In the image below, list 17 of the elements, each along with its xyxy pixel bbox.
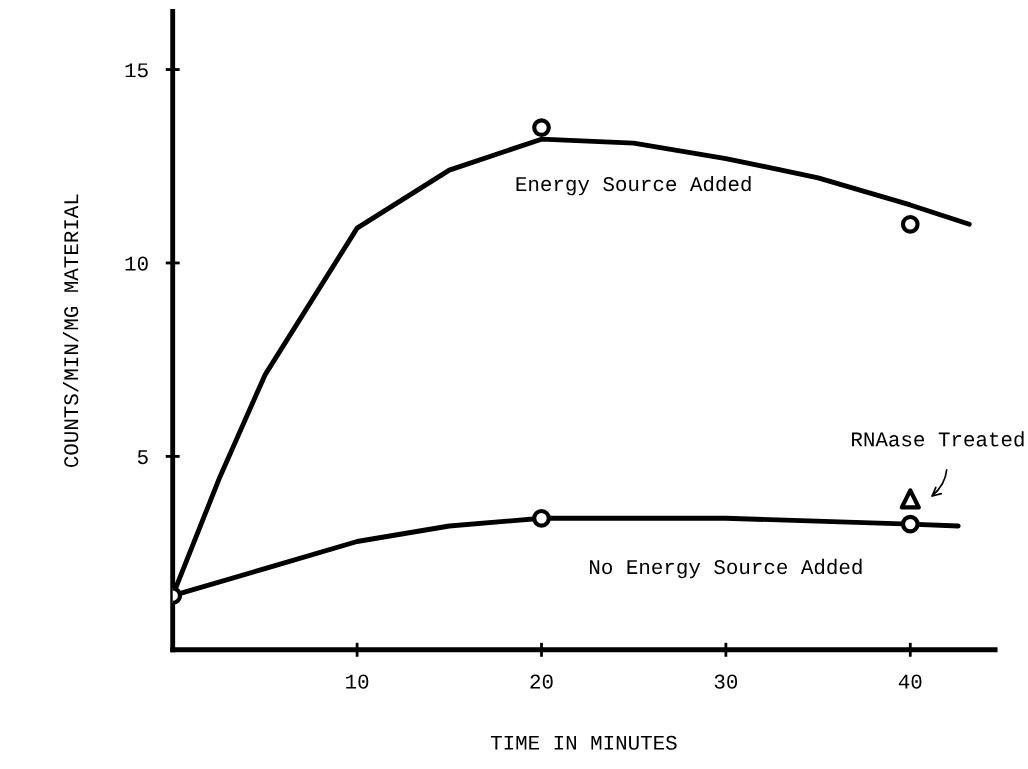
point [900, 214, 920, 234]
series-label: Energy Source Added [516, 175, 751, 196]
x-axis-title: TIME IN MINUTES [490, 735, 677, 750]
y-tick-label: 15 [125, 63, 148, 78]
point [900, 514, 920, 534]
point [899, 488, 921, 510]
x-tick-label: 20 [530, 674, 553, 689]
point [532, 118, 551, 137]
y-tick-label: 5 [137, 450, 148, 465]
x-tick-label: 30 [714, 674, 738, 689]
annotation: RNAase Treated [852, 431, 1024, 447]
series-label: No Energy Source Added [590, 558, 862, 579]
y-axis-title: COUNTS/MIN/MG MATERIAL [63, 194, 79, 468]
point [532, 508, 551, 528]
y-tick-label: 10 [125, 256, 148, 271]
x-tick-label: 10 [346, 674, 369, 689]
x-tick-label: 40 [898, 674, 922, 689]
